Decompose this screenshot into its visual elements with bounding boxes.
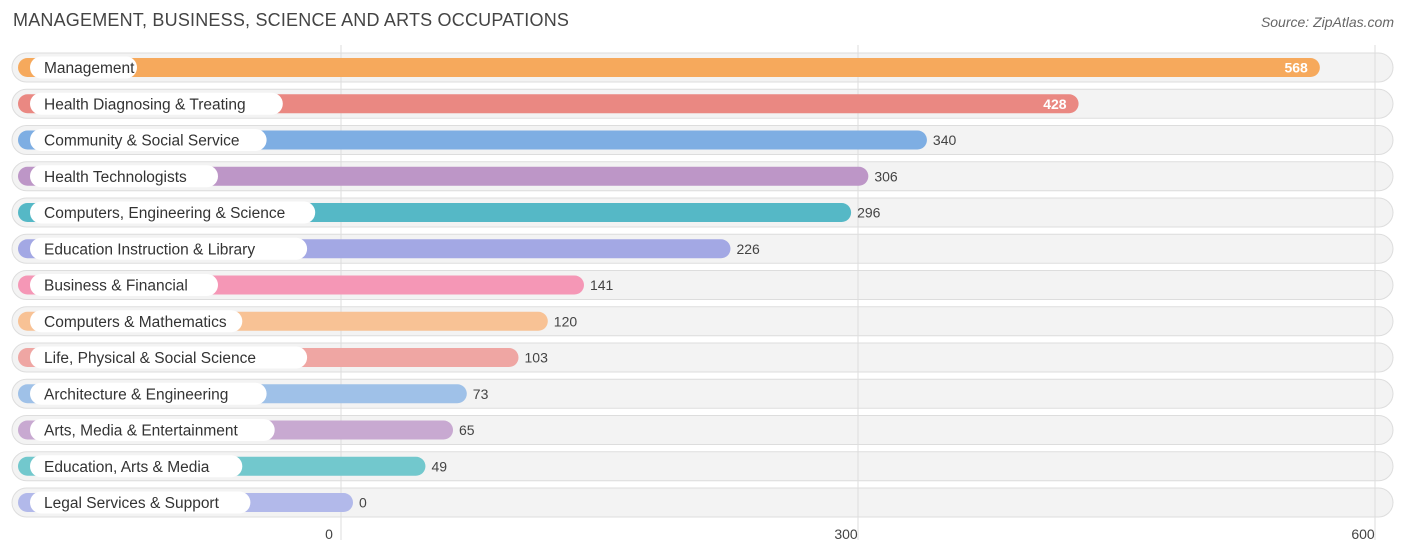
x-tick-label: 0: [325, 526, 333, 542]
source-label: Source: ZipAtlas.com: [1260, 14, 1394, 30]
category-label: Health Diagnosing & Treating: [44, 96, 246, 113]
category-label-pill: [30, 419, 275, 441]
category-label: Computers & Mathematics: [44, 314, 227, 331]
category-label-pill: [30, 346, 308, 369]
bar: [18, 166, 869, 186]
value-label: 0: [359, 495, 367, 511]
value-label: 120: [554, 313, 578, 329]
category-label-pill: [30, 92, 283, 115]
category-label-pill: [30, 56, 137, 79]
category-label: Business & Financial: [44, 278, 188, 295]
category-label: Life, Physical & Social Science: [44, 350, 256, 367]
category-label-pill: [30, 310, 243, 333]
value-label: 49: [431, 458, 447, 474]
category-label-pill: [30, 237, 308, 260]
category-label-pill: [30, 274, 218, 296]
category-label-pill: [30, 165, 218, 188]
value-label: 226: [736, 241, 760, 257]
category-label: Legal Services & Support: [44, 495, 220, 512]
bar-row-background: [11, 487, 1394, 518]
category-label: Management: [44, 60, 135, 77]
x-tick-label: 300: [834, 526, 858, 542]
value-label: 73: [473, 386, 489, 402]
value-label: 340: [933, 132, 957, 148]
value-label: 306: [874, 168, 898, 184]
category-label: Computers, Engineering & Science: [44, 205, 285, 222]
value-label: 141: [590, 277, 614, 293]
value-label: 568: [1284, 60, 1308, 76]
category-label-pill: [30, 129, 267, 151]
bar: [18, 94, 1079, 114]
category-label-pill: [30, 382, 267, 405]
value-label: 428: [1043, 96, 1067, 112]
chart-title: MANAGEMENT, BUSINESS, SCIENCE AND ARTS O…: [13, 10, 570, 30]
category-label: Architecture & Engineering: [44, 386, 228, 403]
category-label: Education, Arts & Media: [44, 459, 210, 476]
value-label: 65: [459, 422, 475, 438]
category-label: Education Instruction & Library: [44, 241, 255, 258]
category-label: Health Technologists: [44, 169, 187, 186]
category-label-pill: [30, 455, 243, 478]
category-label: Arts, Media & Entertainment: [44, 423, 239, 440]
category-label: Community & Social Service: [44, 133, 240, 150]
bar: [18, 58, 1320, 77]
value-label: 296: [857, 205, 881, 221]
category-label-pill: [30, 491, 251, 514]
x-tick-label: 600: [1351, 526, 1375, 542]
value-label: 103: [525, 350, 549, 366]
category-label-pill: [30, 201, 316, 224]
